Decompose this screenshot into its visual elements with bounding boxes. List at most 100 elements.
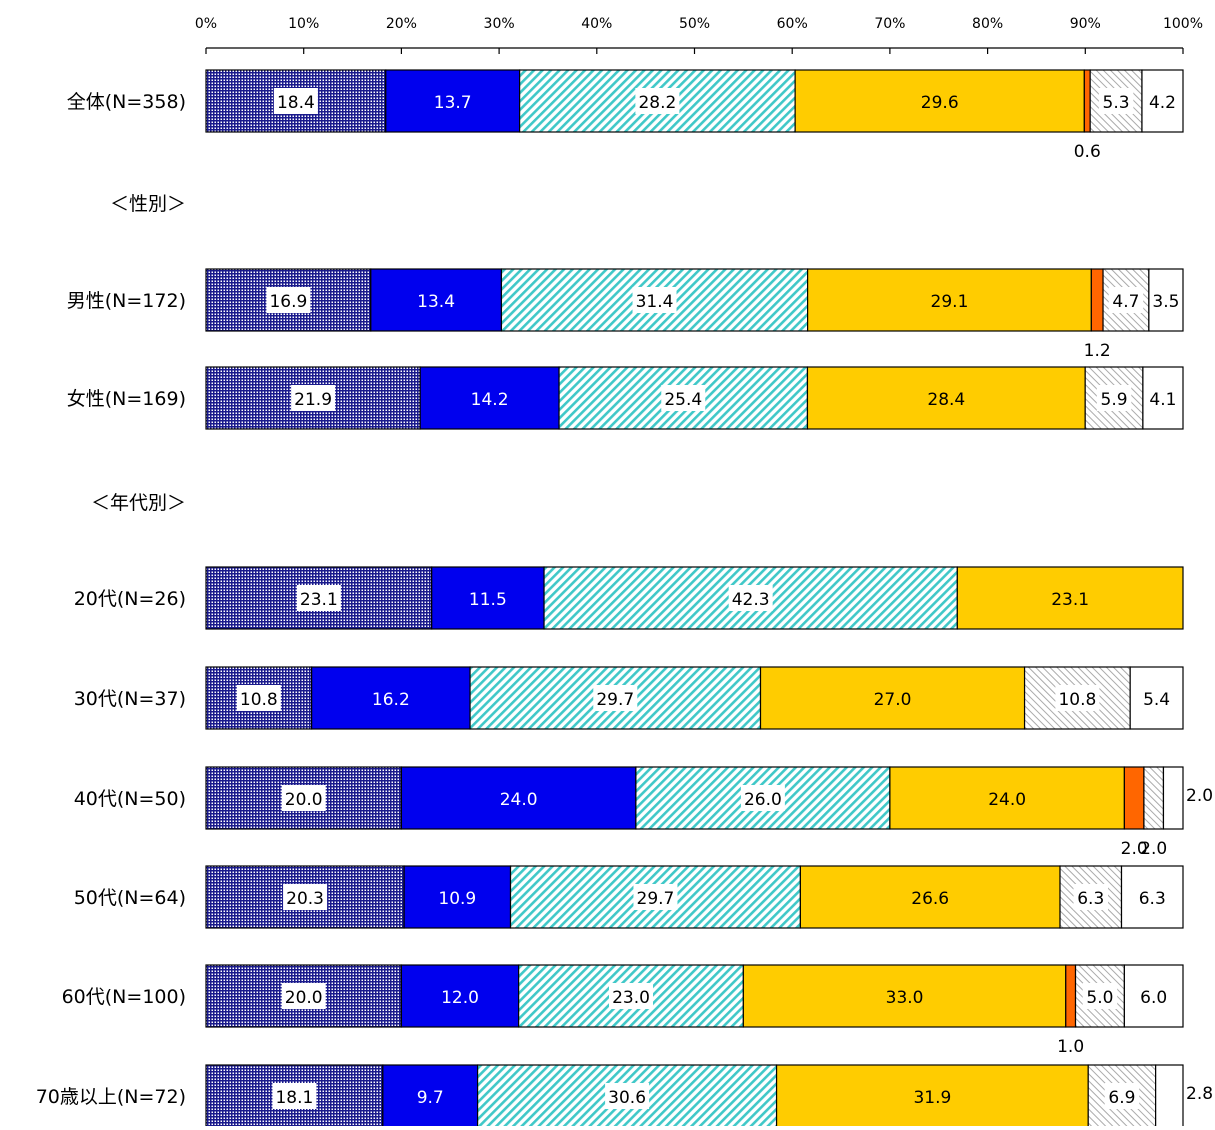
- data-label: 18.1: [275, 1088, 313, 1108]
- data-label: 20.3: [286, 889, 324, 909]
- bar-segment: [956, 566, 1184, 630]
- bar-segment: [518, 964, 744, 1028]
- data-label: 6.9: [1108, 1088, 1135, 1108]
- section-header: ＜性別＞: [110, 193, 186, 215]
- bar-segment: [1065, 964, 1077, 1028]
- data-label: 4.1: [1149, 390, 1176, 410]
- data-label: 2.0: [1121, 839, 1148, 859]
- bar-segment: [403, 865, 512, 929]
- data-label: 33.0: [886, 988, 924, 1008]
- bar-segment: [311, 666, 471, 730]
- data-label: 4.2: [1149, 93, 1176, 113]
- row-label: 60代(N=100): [62, 986, 186, 1008]
- data-label: 5.0: [1086, 988, 1113, 1008]
- bar-segment: [400, 964, 520, 1028]
- row-label: 50代(N=64): [74, 887, 186, 909]
- bar-row: 男性(N=172) 16.9 13.4 31.4 29.1 1.2 4.7 3.5: [67, 268, 1184, 361]
- row-label: 70歳以上(N=72): [36, 1086, 186, 1108]
- data-label-bg: [281, 983, 326, 1009]
- x-tick-label: 50%: [679, 16, 710, 32]
- data-label-bg: [1096, 385, 1132, 411]
- data-label: 28.2: [638, 93, 676, 113]
- data-label: 13.4: [417, 292, 455, 312]
- bar-row: 女性(N=169) 21.9 14.2 25.4 28.4 5.9 4.1: [67, 366, 1184, 430]
- data-label: 30.6: [608, 1088, 646, 1108]
- bar-segment: [1123, 766, 1145, 830]
- data-label-bg: [632, 287, 677, 313]
- data-label: 25.4: [664, 390, 702, 410]
- bar-segment: [519, 69, 796, 133]
- bar-segment: [1083, 69, 1091, 133]
- data-label: 42.3: [732, 590, 770, 610]
- data-label: 16.2: [372, 690, 410, 710]
- data-label: 2.0: [1140, 839, 1167, 859]
- data-label: 12.0: [441, 988, 479, 1008]
- data-label: 21.9: [294, 390, 332, 410]
- x-tick-label: 60%: [777, 16, 808, 32]
- data-label: 29.1: [931, 292, 969, 312]
- section-header: ＜年代別＞: [91, 492, 186, 514]
- data-label: 29.7: [596, 690, 634, 710]
- data-label: 5.4: [1143, 690, 1170, 710]
- bar-row: 60代(N=100) 20.0 12.0 23.0 33.0 1.0 5.0 6.0: [62, 964, 1184, 1057]
- bar-segment: [1143, 766, 1165, 830]
- data-label-bg: [635, 88, 680, 114]
- bar-row: 30代(N=37) 10.8 16.2 29.7 27.0 10.8 5.4: [74, 666, 1184, 730]
- data-label-bg: [296, 585, 341, 611]
- bar-segment: [1129, 666, 1184, 730]
- bar-segment: [419, 366, 560, 430]
- row-label: 男性(N=172): [67, 290, 186, 312]
- x-tick-label: 0%: [195, 16, 217, 32]
- data-label: 6.0: [1140, 988, 1167, 1008]
- bar-row: 20代(N=26) 23.1 11.5 42.3 23.1: [74, 566, 1184, 630]
- data-label: 14.2: [471, 390, 509, 410]
- data-label: 18.4: [277, 93, 315, 113]
- bar-row: 全体(N=358) 18.4 13.7 28.2 29.6 0.6 5.3 4.2: [67, 69, 1184, 162]
- data-label: 3.5: [1152, 292, 1179, 312]
- x-tick-label: 40%: [581, 16, 612, 32]
- bar-segment: [1120, 865, 1184, 929]
- data-label: 0.6: [1074, 142, 1101, 162]
- data-label: 20.0: [285, 790, 323, 810]
- data-label: 1.2: [1084, 341, 1111, 361]
- bar-row: 70歳以上(N=72) 18.1 9.7 30.6 31.9 6.9 2.8: [36, 1064, 1213, 1128]
- x-tick-label: 20%: [386, 16, 417, 32]
- data-label: 24.0: [500, 790, 538, 810]
- bar-segment: [1148, 268, 1184, 332]
- x-tick-label: 70%: [874, 16, 905, 32]
- data-label: 31.4: [636, 292, 674, 312]
- bar-segment: [807, 268, 1092, 332]
- bar-segment: [370, 268, 503, 332]
- bar-segment: [794, 69, 1085, 133]
- data-label: 24.0: [988, 790, 1026, 810]
- data-label: 10.8: [1058, 690, 1096, 710]
- bar-segment: [382, 1064, 479, 1128]
- data-label: 6.3: [1139, 889, 1166, 909]
- data-label: 10.8: [240, 690, 278, 710]
- data-label-bg: [1073, 884, 1109, 910]
- bar-segment: [400, 766, 637, 830]
- row-label: 全体(N=358): [67, 91, 186, 113]
- data-label: 26.6: [911, 889, 949, 909]
- data-label: 6.3: [1077, 889, 1104, 909]
- data-label-bg: [593, 685, 638, 711]
- bar-segment: [742, 964, 1067, 1028]
- row-label: 30代(N=37): [74, 688, 186, 710]
- data-label-bg: [236, 685, 281, 711]
- bar-segment: [889, 766, 1125, 830]
- data-label-bg: [272, 1083, 317, 1109]
- data-label: 9.7: [417, 1088, 444, 1108]
- data-label-bg: [633, 884, 678, 910]
- data-label-bg: [283, 884, 328, 910]
- x-tick-label: 80%: [972, 16, 1003, 32]
- data-label-bg: [661, 385, 706, 411]
- bar-segment: [1141, 69, 1184, 133]
- data-label: 23.1: [300, 590, 338, 610]
- x-tick-label: 90%: [1070, 16, 1101, 32]
- row-label: 20代(N=26): [74, 588, 186, 610]
- data-label: 5.9: [1101, 390, 1128, 410]
- data-label: 28.4: [927, 390, 965, 410]
- data-label-bg: [605, 1083, 650, 1109]
- bar-segment: [1090, 268, 1104, 332]
- data-label-bg: [1055, 685, 1100, 711]
